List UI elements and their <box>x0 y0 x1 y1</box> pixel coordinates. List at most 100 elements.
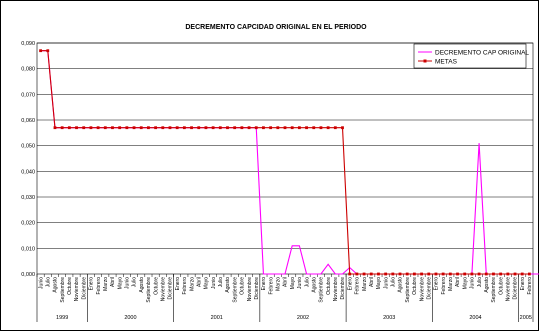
x-tick-label: Marzo <box>189 277 195 291</box>
data-point <box>484 272 488 276</box>
x-tick-label: Mayo <box>376 277 382 289</box>
x-tick-label: Noviembre <box>247 277 253 301</box>
data-point <box>53 126 57 130</box>
x-tick-label: Abril <box>196 277 202 287</box>
x-tick-label: Julio <box>218 277 224 288</box>
x-tick-label: Septiembre <box>60 277 66 303</box>
data-point <box>139 126 143 130</box>
data-point <box>506 272 510 276</box>
x-tick-label: Septiembre <box>232 277 238 303</box>
x-tick-label: Septiembre <box>405 277 411 303</box>
x-tick-label: Junio <box>383 277 389 289</box>
data-point <box>75 126 78 130</box>
data-point <box>513 272 517 276</box>
x-tick-label: Agosto <box>311 277 317 293</box>
data-point <box>125 126 129 130</box>
x-tick-label: Agosto <box>53 277 59 293</box>
data-point <box>132 126 136 130</box>
data-point <box>384 272 388 276</box>
data-point <box>67 126 71 130</box>
legend-label-decremento: DECREMENTO CAP ORIGINAL <box>435 50 529 57</box>
y-axis: 0,000 0,010 0,020 0,030 0,040 0,050 0,060 0,070… <box>21 41 35 278</box>
data-point <box>398 272 402 276</box>
data-point <box>60 126 64 130</box>
x-tick-label: Abril <box>283 277 289 287</box>
chart-title: DECREMENTO CAPCIDAD ORIGINAL EN EL PERIO… <box>185 24 367 31</box>
x-tick-label: Diciembre <box>168 277 174 300</box>
x-tick-label: Mayo <box>117 277 123 289</box>
x-tick-label: Octubre <box>326 277 332 295</box>
data-point <box>434 272 438 276</box>
data-point <box>477 272 481 276</box>
x-tick-label: Julio <box>132 277 138 288</box>
x-tick-label: Abril <box>110 277 116 287</box>
data-point <box>441 272 445 276</box>
data-point <box>290 126 294 130</box>
x-tick-label: Abril <box>369 277 375 287</box>
data-point <box>305 126 308 130</box>
data-point <box>448 272 452 276</box>
data-point <box>211 126 215 130</box>
x-axis: Junio Julio Agosto Septiembre Octubre Noviemb… <box>36 274 534 322</box>
year-label: 2000 <box>124 315 136 321</box>
data-point <box>412 272 416 276</box>
x-tick-label: Junio <box>297 277 303 289</box>
data-point <box>276 126 280 130</box>
x-tick-label: Julio <box>304 277 310 288</box>
data-point <box>168 126 172 130</box>
data-point <box>456 272 459 276</box>
x-tick-label: Octubre <box>240 277 246 295</box>
x-tick-label: Agosto <box>139 277 145 293</box>
data-point <box>405 272 409 276</box>
data-point <box>254 126 258 130</box>
plot-area <box>36 42 534 275</box>
x-tick-label: Septiembre <box>319 277 325 303</box>
gridlines <box>37 42 533 249</box>
data-point <box>247 126 251 130</box>
data-point <box>233 126 237 130</box>
data-point <box>262 126 265 130</box>
data-point <box>46 49 50 53</box>
year-label: 1999 <box>56 315 68 321</box>
data-point <box>362 272 366 276</box>
y-tick-label: 0,060 <box>21 118 35 124</box>
plot-border <box>36 42 534 275</box>
x-tick-label: Mayo <box>290 277 296 289</box>
x-tick-label: Enero <box>175 277 181 291</box>
series-line <box>40 50 539 275</box>
year-label: 2001 <box>211 315 223 321</box>
data-point <box>118 126 122 130</box>
x-tick-label: Octubre <box>412 277 418 295</box>
data-point <box>175 126 179 130</box>
data-point <box>470 272 474 276</box>
x-tick-label: Diciembre <box>513 277 519 300</box>
data-point <box>161 126 165 130</box>
data-point <box>326 126 330 130</box>
y-tick-label: 0,090 <box>21 41 35 47</box>
x-tick-label: Julio <box>477 277 483 288</box>
x-tick-label: Abril <box>455 277 461 287</box>
x-tick-label: Noviembre <box>74 277 80 301</box>
x-tick-label: Febrero <box>96 277 102 295</box>
x-tick-label: Marzo <box>448 277 454 291</box>
x-tick-label: Mayo <box>462 277 468 289</box>
x-tick-label: Diciembre <box>340 277 346 300</box>
data-point <box>528 272 531 276</box>
x-tick-label: Agosto <box>225 277 231 293</box>
data-point <box>39 49 42 53</box>
x-tick-label: Julio <box>391 277 397 288</box>
x-tick-label: Junio <box>125 277 131 289</box>
data-point <box>333 126 337 130</box>
x-tick-label: Noviembre <box>419 277 425 301</box>
data-point <box>89 126 93 130</box>
x-tick-label: Octubre <box>498 277 504 295</box>
series-lines <box>39 49 539 276</box>
x-tick-label: Marzo <box>362 277 368 291</box>
x-tick-label: Enero <box>434 277 440 291</box>
legend: DECREMENTO CAP ORIGINAL METAS <box>413 43 529 69</box>
data-point <box>319 126 323 130</box>
data-point <box>218 126 222 130</box>
data-point <box>520 272 524 276</box>
data-point <box>147 126 150 130</box>
